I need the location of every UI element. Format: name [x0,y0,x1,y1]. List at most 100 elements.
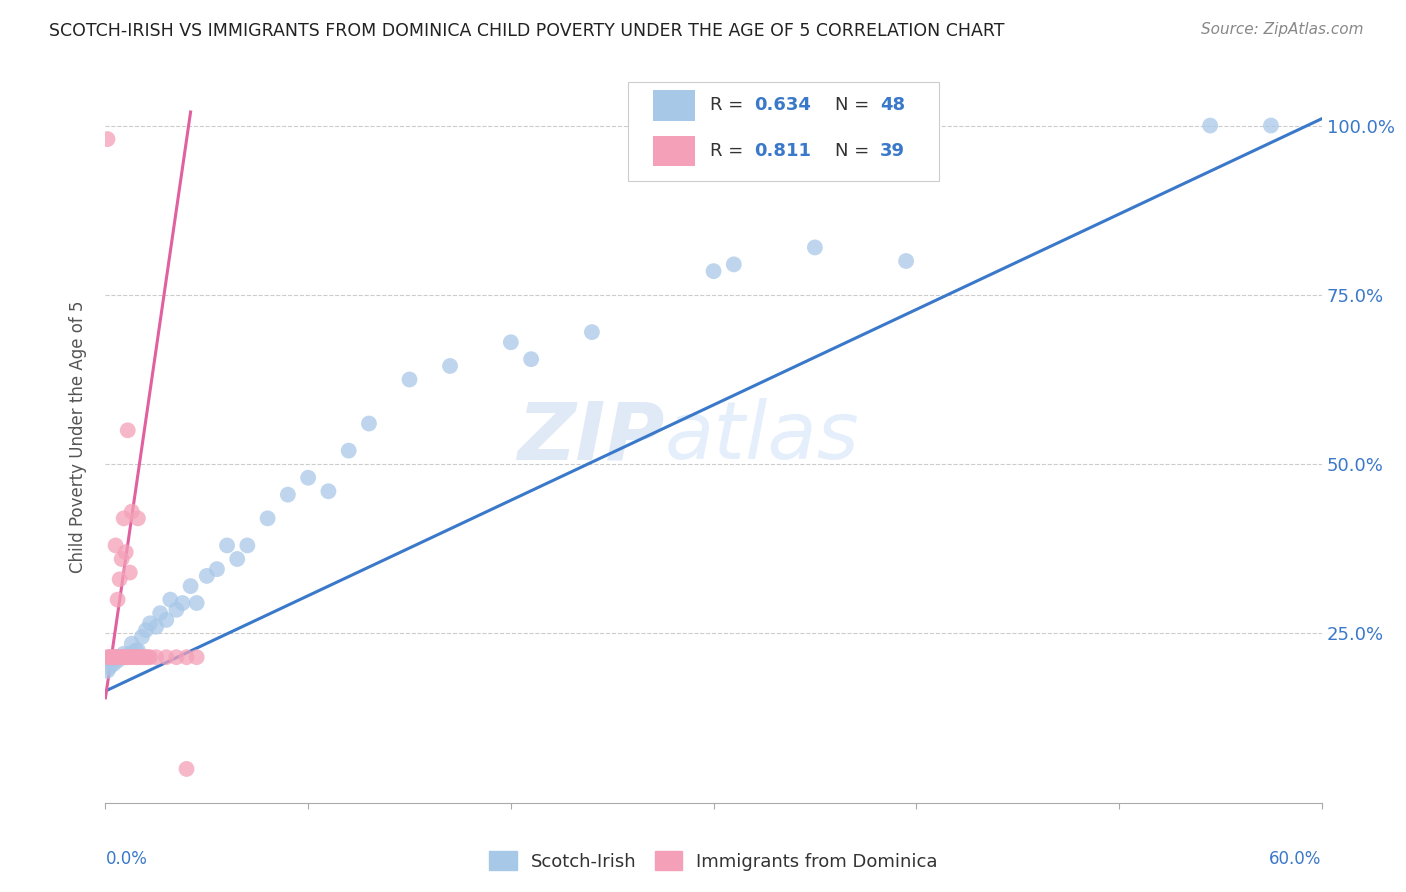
Point [96,664,118,678]
Text: SCOTCH-IRISH VS IMMIGRANTS FROM DOMINICA CHILD POVERTY UNDER THE AGE OF 5 CORREL: SCOTCH-IRISH VS IMMIGRANTS FROM DOMINICA… [49,22,1005,40]
Point [398,372,420,386]
Point [117,650,139,665]
Point [111,650,134,665]
Point [131,630,153,644]
Point [1260,119,1282,133]
Point [127,650,149,665]
Point [186,650,208,665]
Point [135,650,157,665]
Point [125,643,148,657]
Text: 39: 39 [880,142,905,160]
Point [121,505,143,519]
Point [108,650,131,665]
Point [149,606,172,620]
Point [723,257,745,271]
Point [107,592,129,607]
Point [155,650,177,665]
Point [165,603,187,617]
Bar [652,90,696,120]
Text: Source: ZipAtlas.com: Source: ZipAtlas.com [1201,22,1364,37]
Point [114,650,136,665]
Point [100,650,122,665]
Point [121,650,143,665]
Point [114,650,136,665]
Point [108,650,131,665]
Point [122,650,145,665]
Point [96,132,118,146]
Point [98,650,121,665]
Point [136,650,159,665]
Text: 0.811: 0.811 [754,142,811,160]
Point [176,650,198,665]
Text: R =: R = [710,96,749,114]
Point [226,552,249,566]
Bar [652,136,696,167]
Point [98,660,121,674]
Point [357,417,380,431]
Point [145,620,167,634]
Point [139,616,162,631]
Point [581,325,603,339]
Point [205,562,228,576]
Text: atlas: atlas [665,398,859,476]
Point [145,650,167,665]
Point [499,335,522,350]
Point [98,650,121,665]
Text: R =: R = [710,142,749,160]
Point [117,423,139,437]
Point [100,654,122,668]
Point [118,647,141,661]
Point [139,650,162,665]
Point [132,650,155,665]
Point [104,650,127,665]
Point [318,484,340,499]
Text: N =: N = [835,96,875,114]
Point [104,538,127,552]
Point [1199,119,1222,133]
Point [121,637,143,651]
Point [217,538,239,552]
Y-axis label: Child Poverty Under the Age of 5: Child Poverty Under the Age of 5 [69,301,87,574]
Point [172,596,194,610]
Point [112,647,135,661]
Point [155,613,177,627]
Point [702,264,725,278]
Text: 0.634: 0.634 [754,96,810,114]
Point [125,650,148,665]
Point [236,538,259,552]
Point [112,511,135,525]
Point [176,762,198,776]
Text: 60.0%: 60.0% [1270,850,1322,868]
Point [107,650,129,665]
Text: N =: N = [835,142,875,160]
Point [186,596,208,610]
Text: ZIP: ZIP [517,398,665,476]
Point [520,352,543,367]
Point [894,254,917,268]
Point [129,650,152,665]
Point [256,511,278,525]
Point [108,572,131,586]
Point [131,650,153,665]
Point [111,552,134,566]
Point [277,488,299,502]
Point [297,471,319,485]
Point [114,545,136,559]
Point [111,650,134,665]
Text: 48: 48 [880,96,905,114]
Point [180,579,202,593]
Point [104,650,127,665]
Point [118,566,141,580]
Text: 0.0%: 0.0% [105,850,148,868]
Point [103,650,125,665]
Point [127,643,149,657]
Point [118,650,141,665]
Point [159,592,181,607]
Point [103,657,125,671]
Point [195,569,218,583]
Point [112,650,135,665]
FancyBboxPatch shape [628,82,939,181]
Point [135,623,157,637]
Legend: Scotch-Irish, Immigrants from Dominica: Scotch-Irish, Immigrants from Dominica [482,844,945,878]
Point [127,511,149,525]
